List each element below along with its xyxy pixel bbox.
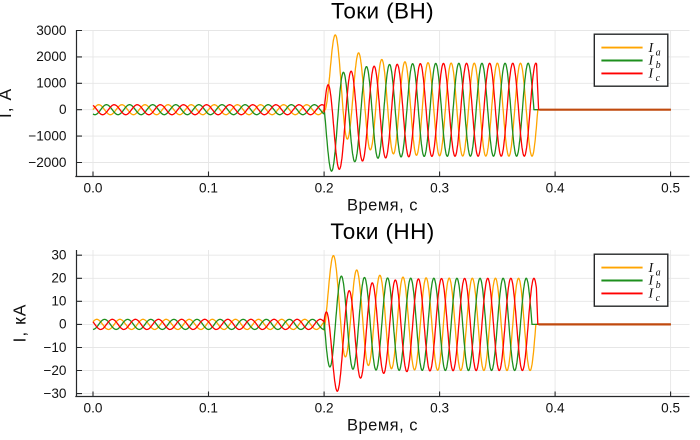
svg-text:0.1: 0.1 — [199, 401, 218, 416]
svg-text:0.3: 0.3 — [430, 401, 449, 416]
svg-text:1000: 1000 — [36, 76, 67, 91]
svg-text:−1000: −1000 — [28, 128, 67, 143]
svg-text:0.0: 0.0 — [84, 401, 103, 416]
svg-text:Токи (НН): Токи (НН) — [330, 219, 434, 244]
svg-text:Токи (ВН): Токи (ВН) — [331, 0, 434, 24]
svg-text:0.0: 0.0 — [84, 181, 103, 196]
svg-text:0.1: 0.1 — [199, 181, 218, 196]
svg-text:−10: −10 — [43, 340, 66, 355]
svg-text:−2000: −2000 — [28, 155, 67, 170]
svg-text:20: 20 — [51, 271, 67, 286]
svg-text:I, А: I, А — [0, 88, 15, 118]
svg-text:I, кА: I, кА — [10, 304, 30, 343]
svg-text:0.2: 0.2 — [315, 181, 334, 196]
svg-text:0.4: 0.4 — [546, 181, 565, 196]
svg-text:0: 0 — [59, 102, 67, 117]
svg-text:0.5: 0.5 — [661, 181, 680, 196]
svg-text:−30: −30 — [43, 386, 66, 401]
svg-text:Время, с: Время, с — [347, 416, 418, 434]
svg-text:0.3: 0.3 — [430, 181, 449, 196]
svg-text:0.4: 0.4 — [546, 401, 565, 416]
svg-text:0.5: 0.5 — [661, 401, 680, 416]
svg-text:2000: 2000 — [36, 49, 67, 64]
svg-text:3000: 3000 — [36, 23, 67, 38]
svg-text:−20: −20 — [43, 363, 66, 378]
svg-text:10: 10 — [51, 294, 67, 309]
svg-text:0: 0 — [59, 317, 67, 332]
svg-text:0.2: 0.2 — [315, 401, 334, 416]
svg-text:30: 30 — [51, 248, 67, 263]
svg-text:Время, с: Время, с — [347, 196, 418, 214]
